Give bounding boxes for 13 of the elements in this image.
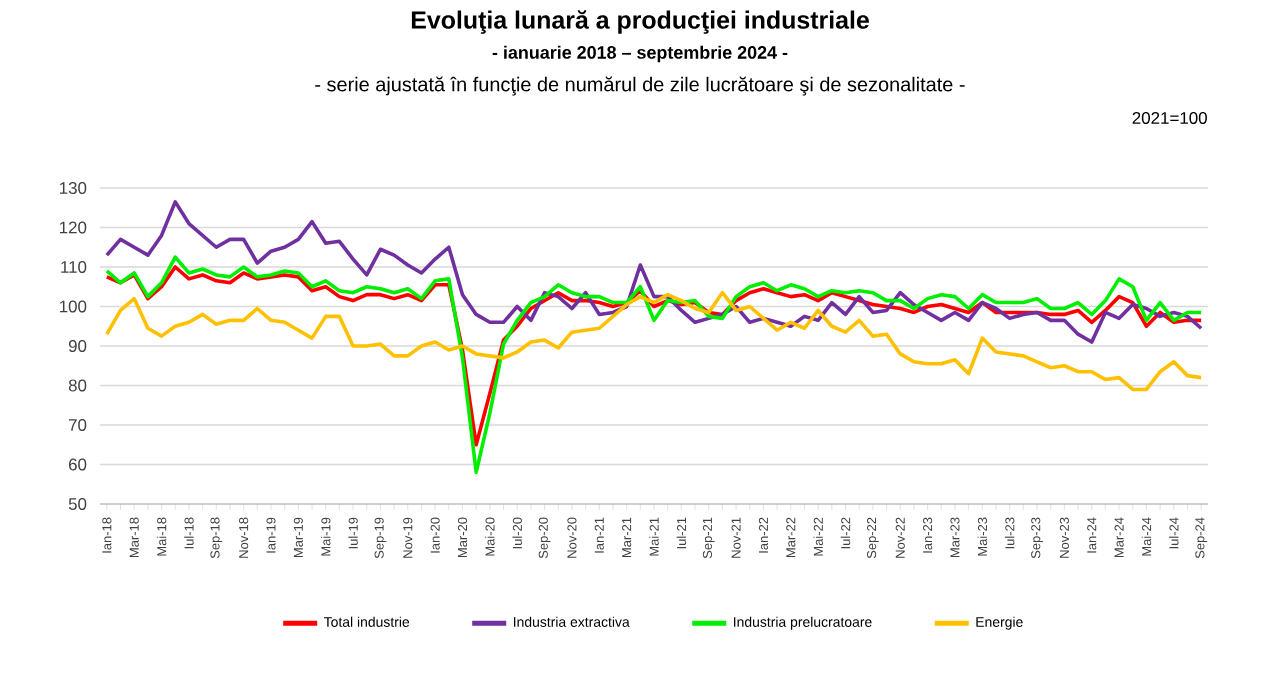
- y-tick-label: 50: [68, 498, 87, 510]
- y-tick-label: 100: [59, 300, 87, 313]
- y-tick-label: 80: [68, 379, 87, 392]
- y-tick-label: 70: [69, 419, 87, 431]
- y-tick-label: 60: [69, 458, 87, 471]
- text: - serie ajustată în funcţie de numărul de zile lucrătoare şi de sezonalitate -: [315, 76, 965, 96]
- y-tick-label: 130: [59, 182, 87, 194]
- y-tick-label: 120: [59, 221, 87, 234]
- y-tick-label: 110: [61, 261, 87, 273]
- chart-subtitle: - ianuarie 2018 – septembrie 2024 -: [492, 45, 788, 63]
- chart-title: Evoluţia lunară a producţiei industriale: [411, 10, 869, 34]
- text: 2021=100: [1132, 112, 1207, 124]
- y-tick-label: 90: [68, 340, 87, 352]
